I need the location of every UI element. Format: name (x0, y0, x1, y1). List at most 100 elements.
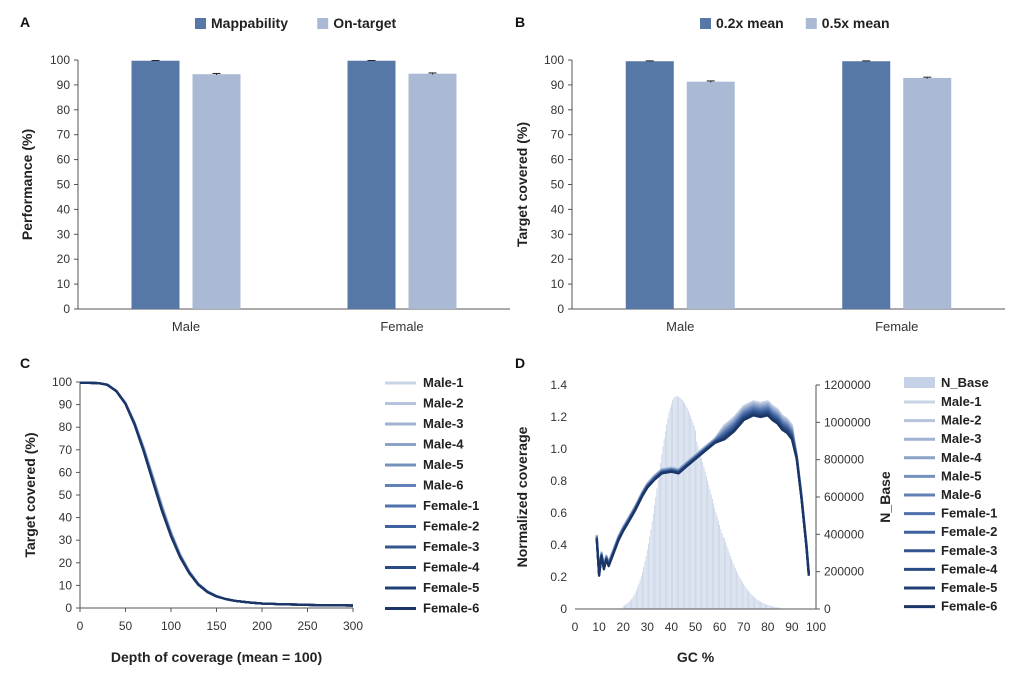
x-category-label: Female (380, 319, 423, 334)
y-tick-label: 0.4 (550, 538, 567, 552)
y-tick-label: 50 (57, 178, 71, 192)
bar-0-2x-mean-female (842, 61, 891, 310)
legend-entry: Female-2 (941, 524, 997, 539)
y-tick-label: 10 (59, 578, 73, 592)
series-line-female-2 (80, 381, 354, 607)
y-tick-label: 70 (551, 128, 565, 142)
x-tick-label: 50 (689, 620, 703, 634)
y-tick-label: 80 (57, 103, 71, 117)
series-line-female-6 (595, 414, 810, 577)
x-tick-label: 0 (572, 620, 579, 634)
y-axis-label: Target covered (%) (22, 433, 38, 558)
y2-tick-label: 600000 (824, 490, 864, 504)
legend-swatch (195, 18, 206, 29)
x-axis-label: Depth of coverage (mean = 100) (111, 649, 322, 665)
y2-tick-label: 1200000 (824, 378, 871, 392)
y-tick-label: 0 (557, 302, 564, 316)
y-tick-label: 100 (50, 53, 70, 67)
y2-axis-label: N_Base (877, 471, 893, 523)
y-tick-label: 80 (59, 420, 73, 434)
y-tick-label: 20 (57, 252, 71, 266)
legend-entry: Female-1 (941, 506, 997, 521)
legend-entry: Male-6 (423, 478, 463, 493)
legend-entry: Female-4 (941, 561, 998, 576)
panel-label-a: A (20, 14, 30, 30)
panel-label-b: B (515, 14, 525, 30)
y2-tick-label: 200000 (824, 565, 864, 579)
legend-entry: Male-4 (423, 437, 464, 452)
legend-entry: Female-3 (941, 543, 997, 558)
series-line-female-1 (80, 381, 354, 607)
x-tick-label: 50 (119, 619, 133, 633)
x-tick-label: 80 (761, 620, 775, 634)
y-tick-label: 80 (551, 103, 565, 117)
x-tick-label: 100 (806, 620, 826, 634)
x-tick-label: 60 (713, 620, 727, 634)
series-line-male-6 (80, 381, 354, 607)
series-line-male-5 (80, 381, 354, 607)
bar-0-5x-mean-female (903, 77, 952, 309)
series-line-female-5 (80, 381, 354, 607)
chart-b-bar-target-covered: 0 10 20 30 40 50 60 70 80 90 100 Male Female Target c… (514, 15, 1005, 334)
bar-0-2x-mean-male (625, 61, 674, 310)
legend-entry: Female-4 (423, 560, 480, 575)
y2-tick-label: 800000 (824, 453, 864, 467)
y-tick-label: 90 (57, 78, 71, 92)
y-tick-label: 100 (544, 53, 564, 67)
legend-swatch (805, 18, 817, 29)
series-line-female-4 (80, 381, 354, 607)
x-category-label: Male (666, 319, 694, 334)
y-tick-label: 70 (59, 443, 73, 457)
y-tick-label: 0 (63, 302, 70, 316)
x-category-label: Female (875, 319, 918, 334)
legend-entry: Male-6 (941, 487, 981, 502)
y-tick-label: 40 (59, 511, 73, 525)
y-tick-label: 1.4 (550, 378, 567, 392)
series-line-male-1 (80, 381, 354, 607)
legend-entry: Female-3 (423, 539, 479, 554)
series-line-male-3 (80, 381, 354, 607)
legend-entry: Mappability (211, 15, 288, 31)
panel-label-c: C (20, 355, 30, 371)
x-tick-label: 150 (206, 619, 226, 633)
series-line-male-4 (80, 381, 354, 607)
y-tick-label: 20 (551, 252, 565, 266)
bar-0-5x-mean-male (686, 81, 735, 310)
y-tick-label: 60 (57, 153, 71, 167)
x-tick-label: 10 (592, 620, 606, 634)
legend-entry: Male-5 (941, 468, 981, 483)
series-line-male-2 (80, 381, 354, 607)
x-tick-label: 0 (77, 619, 84, 633)
y-tick-label: 100 (52, 375, 72, 389)
x-tick-label: 200 (252, 619, 272, 633)
legend-entry: Male-1 (941, 394, 981, 409)
x-tick-label: 40 (665, 620, 679, 634)
legend-swatch (700, 18, 711, 29)
x-tick-label: 20 (617, 620, 631, 634)
y-tick-label: 0.8 (550, 474, 567, 488)
legend-entry: On-target (333, 15, 396, 31)
chart-d-line-gc-coverage: 0 0.2 0.4 0.6 0.8 1.0 1.2 1.4 0 200000 400000 60000… (514, 375, 998, 665)
legend-entry: 0.2x mean (716, 15, 784, 31)
legend-entry: Male-3 (941, 431, 981, 446)
x-tick-label: 250 (297, 619, 317, 633)
y-tick-label: 30 (57, 227, 71, 241)
y-tick-label: 0 (560, 602, 567, 616)
y-tick-label: 50 (551, 178, 565, 192)
y-tick-label: 20 (59, 556, 73, 570)
series-line-female-3 (80, 381, 354, 607)
legend-entry: N_Base (941, 375, 989, 390)
legend-swatch (317, 18, 329, 29)
legend-entry: Female-6 (941, 599, 997, 614)
legend-entry: 0.5x mean (822, 15, 890, 31)
x-category-label: Male (172, 319, 200, 334)
legend-entry: Male-2 (423, 396, 463, 411)
y-tick-label: 50 (59, 488, 73, 502)
x-tick-label: 300 (343, 619, 363, 633)
x-tick-label: 90 (785, 620, 799, 634)
y-axis-label: Normalized coverage (514, 426, 530, 567)
y-tick-label: 90 (551, 78, 565, 92)
legend-entry: Female-6 (423, 601, 479, 616)
legend-entry: Female-5 (941, 580, 997, 595)
